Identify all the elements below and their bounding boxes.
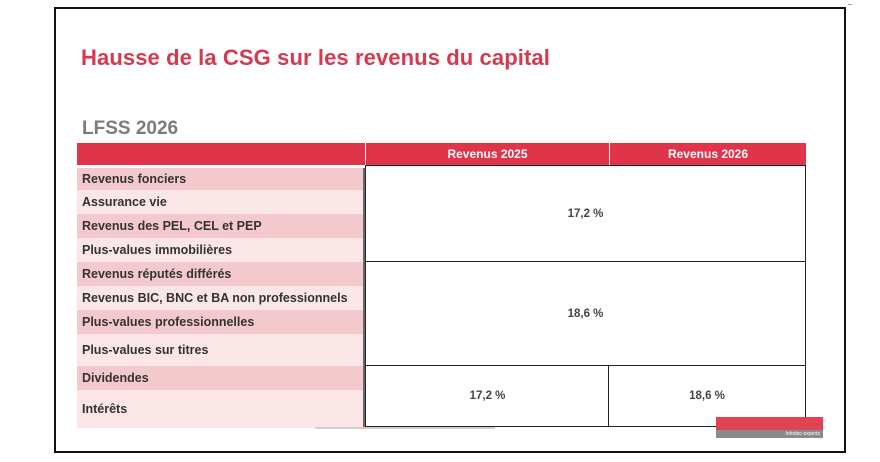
- logo-caption: Infodoc-experts: [716, 430, 823, 438]
- rate-group-3-2026: 18,6 %: [608, 365, 806, 427]
- table-header-2025: Revenus 2025: [366, 143, 609, 165]
- table-header-2026: Revenus 2026: [610, 143, 806, 165]
- table-row-label: Intérêts: [77, 390, 365, 428]
- table-row-label: Plus-values sur titres: [77, 334, 365, 366]
- table-row-label: Plus-values professionnelles: [77, 310, 365, 334]
- table-row-label: Assurance vie: [77, 190, 365, 214]
- table-row-label: Revenus fonciers: [77, 168, 365, 190]
- table-row-label: Revenus des PEL, CEL et PEP: [77, 214, 365, 238]
- logo-red-band: [716, 417, 823, 430]
- table-row-label: Revenus réputés différés: [77, 262, 365, 286]
- table-row-label: Plus-values immobilières: [77, 238, 365, 262]
- table-header-label: [77, 143, 365, 165]
- table-row-label: Dividendes: [77, 366, 365, 390]
- rate-group-3-2025: 17,2 %: [365, 365, 610, 427]
- slide-subtitle: LFSS 2026: [82, 118, 179, 139]
- rate-group-2: 18,6 %: [365, 261, 806, 366]
- slide-title: Hausse de la CSG sur les revenus du capi…: [81, 45, 550, 70]
- rate-group-1: 17,2 %: [365, 165, 806, 262]
- brand-logo: Infodoc-experts: [716, 417, 823, 441]
- footnote-line: [315, 427, 495, 429]
- corner-mark: [848, 4, 852, 5]
- table-row-label: Revenus BIC, BNC et BA non professionnel…: [77, 286, 365, 310]
